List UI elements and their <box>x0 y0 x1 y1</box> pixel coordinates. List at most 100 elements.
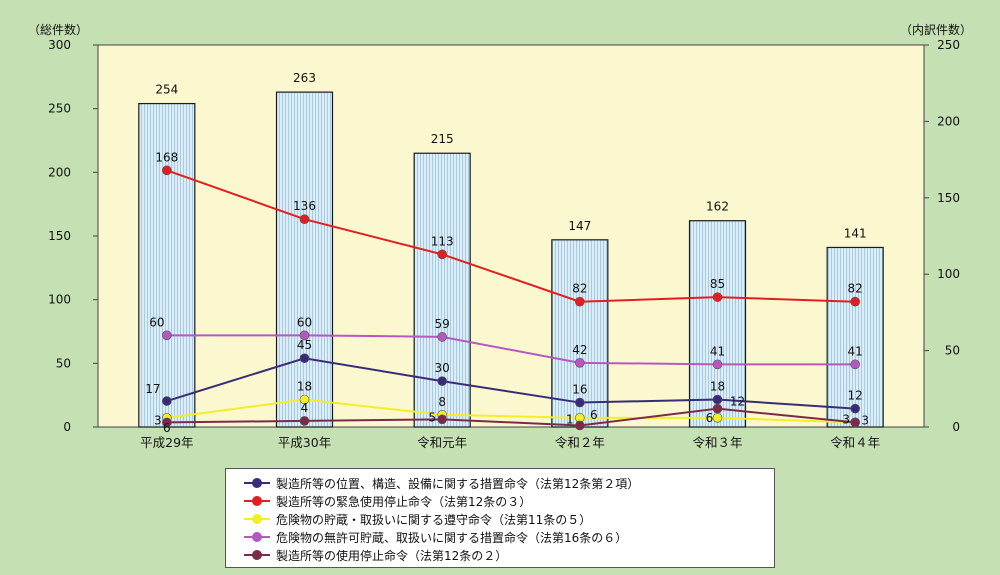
line-series-3 <box>162 330 860 370</box>
bar <box>551 239 609 428</box>
legend-item-series-2: 危険物の貯蔵・取扱いに関する遵守命令（法第11条の５） <box>244 510 591 528</box>
point-value-label: 16 <box>572 383 587 397</box>
series-line <box>166 169 856 303</box>
bar-value-label: 141 <box>844 226 867 240</box>
series-point <box>299 394 310 405</box>
series-point <box>437 332 447 342</box>
series-point <box>299 330 310 341</box>
series-line <box>166 357 856 410</box>
x-tick-label: 令和２年 <box>555 435 605 450</box>
legend-item-series-4: 製造所等の使用停止命令（法第12条の２） <box>244 546 507 564</box>
series-point <box>299 416 310 426</box>
line-series-0 <box>162 353 860 414</box>
point-value-label: 6 <box>590 408 598 422</box>
left-tick-label: 300 <box>48 38 71 52</box>
point-value-label: 6 <box>706 411 714 425</box>
series-point <box>712 413 723 423</box>
bar-value-label: 147 <box>568 219 591 233</box>
point-value-label: 42 <box>572 343 587 357</box>
series-point <box>712 359 723 370</box>
legend-item-series-1: 製造所等の緊急使用停止命令（法第12条の３） <box>244 492 531 510</box>
legend-label: 危険物の無許可貯蔵、取扱いに関する措置命令（法第16条の６） <box>276 530 628 545</box>
bar-value-label: 162 <box>706 200 729 214</box>
legend-swatch-icon <box>244 513 270 525</box>
left-tick-label: 200 <box>48 165 71 179</box>
point-value-label: 3 <box>861 413 869 427</box>
point-value-label: 113 <box>431 234 454 248</box>
point-value-label: 17 <box>145 382 160 396</box>
bar-value-label: 263 <box>293 71 316 85</box>
point-value-label: 12 <box>730 395 745 409</box>
point-value-label: 6 <box>163 421 171 435</box>
right-axis-title: （内訳件数） <box>900 22 972 37</box>
line-series-1 <box>162 165 860 307</box>
x-tick-label: 令和３年 <box>692 435 742 450</box>
series-point <box>162 165 172 176</box>
left-tick-label: 150 <box>48 229 71 243</box>
right-tick-label: 200 <box>937 114 960 128</box>
point-value-label: 82 <box>572 282 587 296</box>
series-point <box>437 249 447 260</box>
series-line <box>166 398 856 424</box>
legend-item-series-0: 製造所等の位置、構造、設備に関する措置命令（法第12条第２項） <box>244 474 639 492</box>
series-point <box>575 358 585 368</box>
plot-area <box>97 44 925 428</box>
series-point <box>575 420 585 431</box>
series-point <box>575 397 585 408</box>
legend-swatch-icon <box>244 477 270 489</box>
point-value-label: 41 <box>710 344 725 358</box>
legend-label: 製造所等の緊急使用停止命令（法第12条の３） <box>276 494 532 509</box>
point-value-label: 30 <box>435 361 450 375</box>
bar-value-label: 215 <box>431 132 454 146</box>
left-axis-ticks: 0 50 100 150 200 250 300 <box>48 38 98 434</box>
point-value-label: 1 <box>566 412 574 426</box>
x-tick-label: 平成29年 <box>140 435 193 450</box>
left-tick-label: 0 <box>63 420 71 434</box>
bar-value-labels: 254 263 215 147 162 141 <box>155 71 866 240</box>
line-series-group <box>162 165 860 431</box>
point-value-label: 168 <box>155 150 178 164</box>
series-point <box>850 296 860 307</box>
series-point <box>437 376 447 386</box>
series-line <box>166 334 856 366</box>
point-value-label: 59 <box>435 317 450 331</box>
bar-series <box>138 91 884 428</box>
right-axis-ticks: 0 50 100 150 200 250 <box>924 38 960 434</box>
right-tick-label: 0 <box>952 420 960 434</box>
point-value-label: 8 <box>438 395 446 409</box>
series-point <box>712 292 723 302</box>
right-tick-label: 100 <box>937 267 960 281</box>
series-point <box>437 414 447 425</box>
point-value-label: 18 <box>297 379 312 393</box>
series-line <box>166 407 856 427</box>
series-point <box>162 396 172 406</box>
legend-swatch-icon <box>244 531 270 543</box>
bar <box>688 220 747 428</box>
legend-label: 危険物の貯蔵・取扱いに関する遵守命令（法第11条の５） <box>276 512 592 527</box>
left-tick-label: 50 <box>56 356 71 370</box>
point-value-label: 5 <box>428 410 436 424</box>
point-value-label: 18 <box>710 379 725 393</box>
left-axis-title: （総件数） <box>28 22 88 37</box>
x-tick-label: 令和元年 <box>417 435 467 450</box>
legend-item-series-3: 危険物の無許可貯蔵、取扱いに関する措置命令（法第16条の６） <box>244 528 627 546</box>
point-value-label: 136 <box>293 199 316 213</box>
point-value-label: 41 <box>848 344 863 358</box>
point-value-label: 4 <box>301 401 309 415</box>
series-point <box>299 353 310 364</box>
point-value-label: 82 <box>848 282 863 296</box>
x-tick-label: 平成30年 <box>278 435 331 450</box>
legend-label: 製造所等の使用停止命令（法第12条の２） <box>276 548 508 563</box>
series-point <box>162 330 172 341</box>
right-tick-label: 250 <box>937 38 960 52</box>
x-tick-label: 令和４年 <box>830 435 880 450</box>
legend-swatch-icon <box>244 549 270 561</box>
point-value-label: 45 <box>297 338 312 352</box>
right-tick-label: 150 <box>937 191 960 205</box>
legend-label: 製造所等の位置、構造、設備に関する措置命令（法第12条第２項） <box>276 476 640 491</box>
series-point <box>850 359 860 370</box>
series-point <box>712 394 723 405</box>
point-value-label: 60 <box>297 315 312 329</box>
